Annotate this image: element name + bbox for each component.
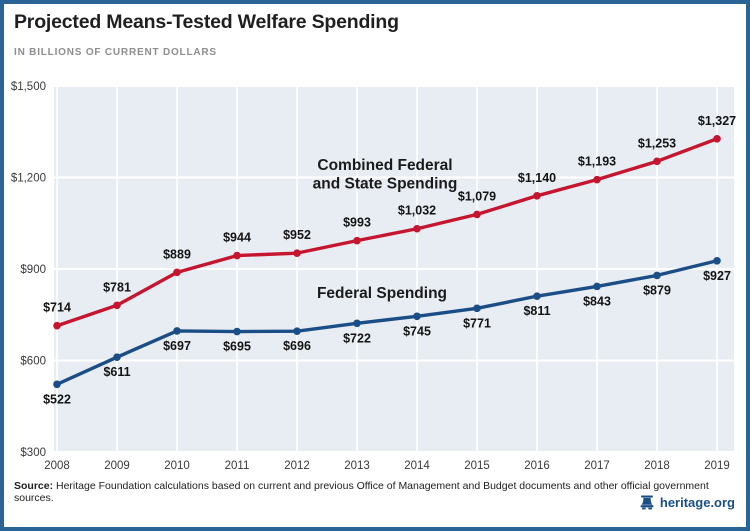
data-point-marker [173,327,181,335]
source-note: Source: Heritage Foundation calculations… [14,480,729,504]
y-axis-tick-label: $1,200 [11,173,46,185]
x-axis-tick-label: 2010 [164,460,190,472]
value-label: $1,079 [458,189,496,203]
data-point-marker [413,312,421,321]
value-label: $522 [43,392,71,406]
series-annotation: Federal Spending [317,285,447,302]
value-label: $993 [343,216,371,230]
value-label: $952 [283,228,311,242]
value-label: $745 [403,324,431,338]
data-point-marker [233,251,241,260]
data-point-marker [473,210,481,219]
series-annotation: Combined Federal [317,157,452,174]
data-point-marker [533,192,541,200]
x-axis-tick-label: 2013 [344,460,370,472]
data-point-marker [113,301,121,310]
value-label: $714 [43,301,71,315]
value-label: $697 [163,339,191,353]
value-label: $1,140 [518,171,556,185]
x-axis-tick-label: 2019 [704,460,730,472]
data-point-marker [713,134,721,143]
value-label: $879 [643,283,671,297]
data-point-marker [353,236,361,245]
value-label: $811 [523,304,550,318]
data-point-marker [593,175,601,184]
x-axis-tick-label: 2014 [404,460,430,472]
x-axis-tick-label: 2015 [464,460,490,472]
data-point-marker [293,249,301,257]
value-label: $889 [163,247,191,261]
value-label: $722 [343,331,371,345]
value-label: $781 [103,280,131,294]
brand-url: heritage.org [659,495,735,510]
y-axis-tick-label: $900 [20,264,46,276]
data-point-marker [653,157,661,166]
data-point-marker [653,271,661,280]
line-chart: $300 $600 $900 $1,200 $1,500 2008 2009 2010 2011… [11,81,736,472]
source-label: Source: [14,480,54,492]
data-point-marker [593,282,601,291]
value-label: $696 [283,339,311,353]
x-axis-tick-label: 2008 [44,460,70,472]
series-line-federal [55,259,719,386]
y-axis-tick-label: $300 [20,447,46,459]
x-axis-tick-label: 2011 [225,460,250,472]
value-label: $1,327 [698,114,736,128]
series-line-combined [55,137,719,328]
value-label: $1,253 [638,136,676,150]
data-point-marker [353,319,361,328]
y-axis-tick-label: $1,500 [11,81,46,93]
data-point-marker [53,380,61,389]
data-point-marker [113,353,121,361]
y-axis-tick-label: $600 [20,356,46,368]
value-label: $944 [223,231,251,245]
x-axis-tick-label: 2016 [524,460,550,472]
data-point-marker [293,327,301,336]
value-label: $1,032 [398,204,436,218]
data-point-marker [713,256,721,265]
value-label: $1,193 [578,155,616,169]
source-text: Heritage Foundation calculations based o… [14,480,709,504]
value-label: $695 [223,340,251,354]
data-point-marker [173,268,181,277]
data-point-marker [233,327,241,336]
x-axis-tick-label: 2018 [644,460,670,472]
data-point-marker [473,304,481,313]
x-axis-tick-label: 2017 [584,460,610,472]
chart-subtitle: IN BILLIONS OF CURRENT DOLLARS [14,47,217,58]
value-label: $927 [703,269,731,283]
x-axis-tick-label: 2009 [104,460,130,472]
value-label: $771 [463,316,491,330]
data-point-marker [533,292,541,300]
data-point-marker [413,224,421,233]
page-title: Projected Means-Tested Welfare Spending [14,11,399,33]
x-axis-tick-label: 2012 [284,460,310,472]
heritage-bell-icon [640,495,654,510]
value-label: $843 [583,294,611,308]
series-annotation: and State Spending [313,176,458,193]
brand-mark: heritage.org [639,495,735,510]
data-point-marker [53,321,61,330]
value-label: $611 [103,365,130,379]
